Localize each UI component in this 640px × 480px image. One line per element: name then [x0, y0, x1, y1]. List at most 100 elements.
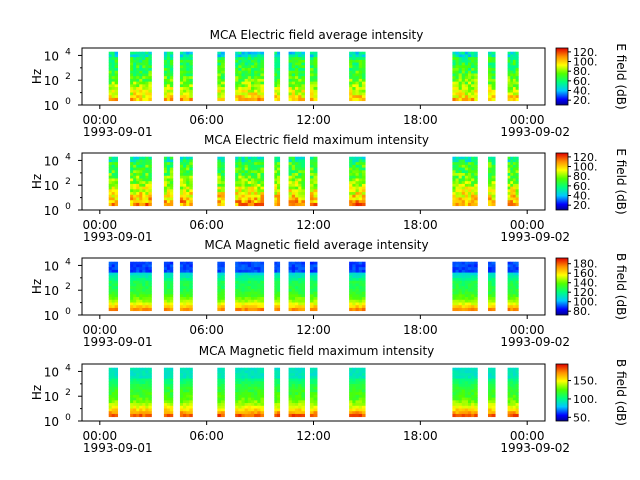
spectrogram-cell — [515, 68, 519, 72]
spectrogram-cell — [183, 373, 187, 377]
spectrogram-cell — [488, 389, 492, 393]
spectrogram-cell — [313, 283, 318, 287]
spectrogram-cell — [139, 173, 143, 177]
spectrogram-cell — [142, 162, 146, 166]
spectrogram-cell — [108, 178, 113, 182]
spectrogram-cell — [247, 381, 252, 385]
spectrogram-cell — [349, 389, 353, 393]
spectrogram-cell — [166, 307, 171, 312]
spectrogram-cell — [288, 200, 293, 204]
spectrogram-cell — [114, 156, 119, 160]
spectrogram-cell — [288, 162, 293, 166]
spectrogram-cell — [139, 51, 143, 55]
spectrogram-cell — [352, 278, 356, 282]
spectrogram-cell — [220, 200, 225, 204]
spectrogram-cell — [512, 194, 517, 198]
spectrogram-cell — [455, 302, 460, 306]
spectrogram-cell — [169, 189, 174, 193]
spectrogram-cell — [145, 197, 149, 201]
spectrogram-cell — [361, 373, 366, 377]
spectrogram-cell — [114, 78, 119, 83]
x-tick-date: 1993-09-02 — [500, 125, 570, 139]
spectrogram-cell — [217, 54, 222, 58]
spectrogram-cell — [512, 183, 517, 188]
spectrogram-cell — [133, 373, 137, 377]
spectrogram-cell — [358, 291, 363, 295]
spectrogram-cell — [238, 403, 242, 407]
spectrogram-cell — [313, 302, 318, 306]
spectrogram-cell — [145, 294, 149, 298]
spectrogram-cell — [133, 200, 137, 204]
spectrogram-cell — [179, 291, 184, 295]
spectrogram-cell — [467, 297, 472, 301]
spectrogram-cell — [452, 173, 456, 177]
spectrogram-cell — [455, 167, 460, 171]
spectrogram-cell — [515, 305, 519, 309]
spectrogram-cell — [474, 202, 478, 207]
spectrogram-cell — [244, 370, 249, 374]
spectrogram-cell — [254, 81, 258, 85]
spectrogram-cell — [238, 76, 242, 80]
colorbar — [555, 257, 569, 316]
spectrogram-cell — [358, 197, 363, 201]
spectrogram-cell — [507, 269, 511, 273]
spectrogram-cell — [510, 381, 514, 385]
spectrogram-cell — [111, 186, 116, 190]
spectrogram-cell — [142, 84, 146, 88]
spectrogram-cell — [358, 302, 363, 306]
spectrogram-cell — [133, 272, 137, 276]
spectrogram-cell — [301, 175, 305, 179]
spectrogram-cell — [145, 278, 149, 282]
spectrogram-cell — [464, 261, 469, 265]
spectrogram-cell — [352, 373, 356, 377]
spectrogram-cell — [355, 280, 360, 284]
spectrogram-cell — [288, 269, 293, 273]
spectrogram-cell — [244, 397, 249, 401]
spectrogram-cell — [355, 403, 360, 407]
spectrogram-cell — [217, 302, 222, 306]
spectrogram-cell — [139, 200, 143, 204]
spectrogram-cell — [130, 167, 134, 171]
spectrogram-cell — [461, 397, 466, 401]
spectrogram-cell — [507, 159, 511, 163]
spectrogram-cell — [276, 156, 281, 160]
spectrogram-cell — [461, 164, 466, 168]
spectrogram-cell — [274, 299, 278, 303]
spectrogram-cell — [352, 57, 356, 61]
spectrogram-cell — [254, 159, 258, 163]
spectrogram-cell — [488, 302, 492, 306]
spectrogram-cell — [274, 202, 278, 207]
spectrogram-cell — [217, 164, 222, 168]
spectrogram-cell — [139, 164, 143, 168]
spectrogram-cell — [458, 400, 463, 404]
spectrogram-cell — [169, 156, 174, 160]
spectrogram-cell — [461, 373, 466, 377]
spectrogram-cell — [455, 89, 460, 93]
spectrogram-cell — [361, 189, 366, 193]
spectrogram-cell — [163, 54, 168, 58]
spectrogram-cell — [458, 178, 463, 182]
spectrogram-cell — [458, 76, 463, 80]
spectrogram-cell — [288, 408, 293, 412]
spectrogram-cell — [352, 291, 356, 295]
spectrogram-cell — [183, 167, 187, 171]
spectrogram-cell — [274, 84, 278, 88]
spectrogram-cell — [467, 272, 472, 276]
spectrogram-cell — [491, 261, 496, 265]
spectrogram-cell — [244, 81, 249, 85]
spectrogram-cell — [455, 389, 460, 393]
spectrogram-cell — [515, 197, 519, 201]
spectrogram-cell — [241, 375, 246, 379]
spectrogram-cell — [136, 159, 140, 163]
spectrogram-cell — [461, 62, 466, 66]
spectrogram-cell — [471, 261, 475, 265]
spectrogram-cell — [139, 291, 143, 295]
spectrogram-cell — [133, 173, 137, 177]
spectrogram-cell — [349, 200, 353, 204]
spectrogram-cell — [247, 261, 252, 265]
spectrogram-cell — [220, 78, 225, 83]
spectrogram-cell — [183, 408, 187, 412]
spectrogram-cell — [461, 57, 466, 61]
spectrogram-cell — [510, 294, 514, 298]
spectrogram-cell — [510, 76, 514, 80]
